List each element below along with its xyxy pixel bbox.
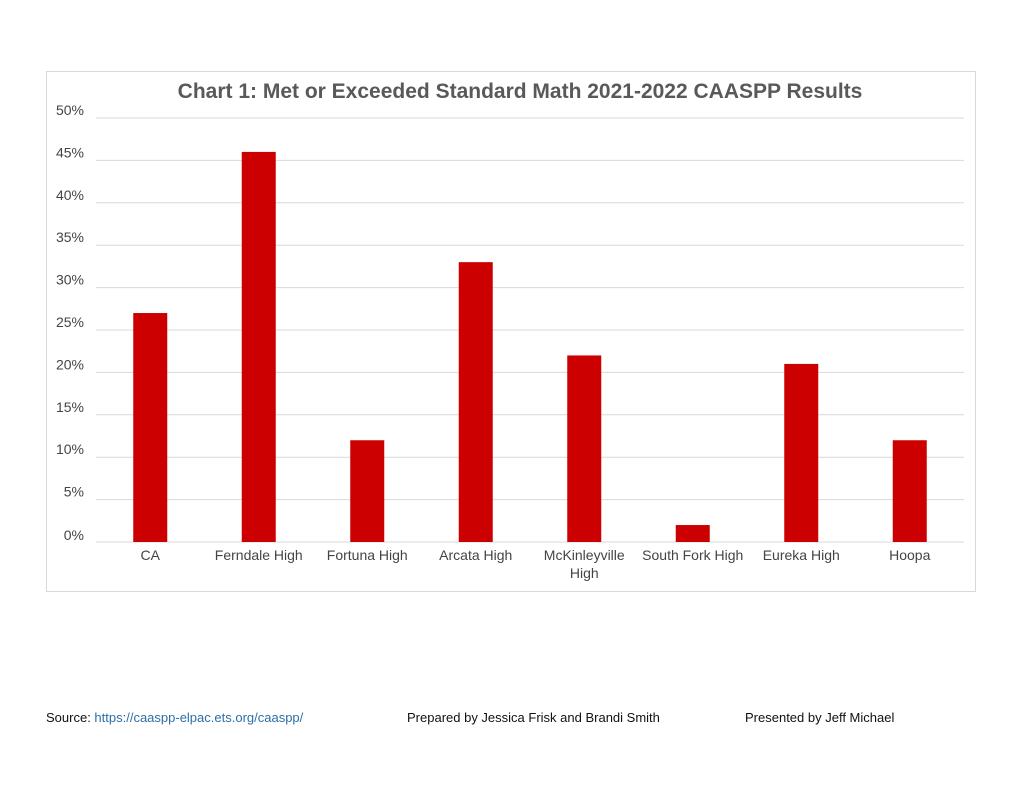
x-category-label: Ferndale High xyxy=(215,547,303,563)
y-axis-tick-labels: 0% 5% 10% 15% 20% 25% 30% 35% 40% 45% 50% xyxy=(56,102,84,543)
y-tick-label: 20% xyxy=(56,356,84,372)
y-tick-label: 5% xyxy=(64,484,84,500)
x-axis-category-labels: CA Ferndale High Fortuna High Arcata High Mc… xyxy=(141,547,931,581)
x-category-label: South Fork High xyxy=(642,547,743,563)
source-label: Source: xyxy=(46,710,95,725)
bar-south-fork-high xyxy=(675,525,710,542)
y-tick-label: 25% xyxy=(56,314,84,330)
y-tick-label: 10% xyxy=(56,441,84,457)
bars xyxy=(133,151,927,543)
bar-hoopa xyxy=(892,440,927,542)
y-tick-label: 30% xyxy=(56,272,84,288)
y-tick-label: 50% xyxy=(56,102,84,118)
bar-fortuna-high xyxy=(350,440,385,542)
y-tick-label: 15% xyxy=(56,399,84,415)
footer-presented-by: Presented by Jeff Michael xyxy=(745,710,895,725)
x-category-label: McKinleyville High xyxy=(544,547,625,581)
bar-mckinleyville-high xyxy=(567,355,602,542)
x-category-label: CA xyxy=(141,547,161,563)
x-category-label: Eureka High xyxy=(763,547,840,563)
x-category-label: Fortuna High xyxy=(327,547,408,563)
bar-arcata-high xyxy=(458,262,493,542)
y-tick-label: 45% xyxy=(56,144,84,160)
bar-eureka-high xyxy=(784,363,819,542)
chart-title: Chart 1: Met or Exceeded Standard Math 2… xyxy=(178,80,863,103)
x-category-label: Hoopa xyxy=(889,547,930,563)
footer-source: Source: https://caaspp-elpac.ets.org/caa… xyxy=(46,710,303,725)
y-tick-label: 0% xyxy=(64,527,84,543)
chart-frame xyxy=(46,71,976,592)
bar-ferndale-high xyxy=(241,151,276,543)
y-tick-label: 40% xyxy=(56,187,84,203)
footer-prepared-by: Prepared by Jessica Frisk and Brandi Smi… xyxy=(407,710,660,725)
x-category-label: Arcata High xyxy=(439,547,512,563)
source-link[interactable]: https://caaspp-elpac.ets.org/caaspp/ xyxy=(94,710,304,725)
gridlines xyxy=(96,117,964,543)
y-tick-label: 35% xyxy=(56,229,84,245)
bar-ca xyxy=(133,313,168,542)
